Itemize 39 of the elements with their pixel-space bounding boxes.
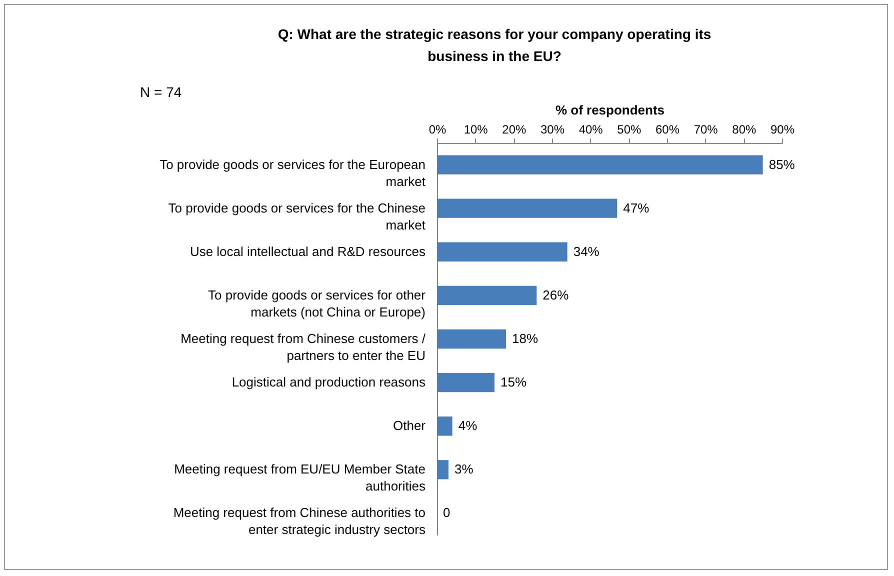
x-axis-title: % of respondents bbox=[555, 102, 665, 118]
bar bbox=[437, 416, 452, 436]
x-tick-label: 10% bbox=[464, 122, 488, 136]
data-label: 18% bbox=[512, 331, 538, 346]
y-tick-label: Meeting request from Chinese authorities to enter strategic industry sectors bbox=[173, 505, 426, 538]
y-tick-label: Logistical and production reasons bbox=[232, 374, 426, 390]
x-tick-label: 70% bbox=[694, 122, 718, 136]
y-tick-label: To provide goods or services for the European market bbox=[160, 156, 426, 189]
data-label: 4% bbox=[458, 418, 478, 434]
x-tick-label: 80% bbox=[732, 122, 756, 136]
bar bbox=[437, 329, 506, 349]
data-label: 34% bbox=[573, 244, 600, 259]
x-tick-label: 0% bbox=[428, 122, 446, 136]
data-label: 3% bbox=[454, 462, 474, 477]
bar bbox=[437, 286, 537, 306]
x-tick-label: 40% bbox=[578, 122, 604, 136]
chart-title: Q: What are the strategic reasons for your company operating its business in the EU? bbox=[278, 26, 712, 64]
x-tick-label: 30% bbox=[540, 122, 565, 136]
data-label: 26% bbox=[542, 287, 570, 302]
y-tick-label: Meeting request from Chinese customers / partners to enter the EU bbox=[180, 331, 426, 363]
bar bbox=[437, 242, 568, 262]
data-label: 15% bbox=[500, 374, 527, 390]
bar bbox=[437, 155, 763, 174]
data-label: 47% bbox=[623, 200, 650, 216]
y-tick-label: To provide goods or services for other markets (not China or Europe) bbox=[208, 287, 426, 320]
text: N = 74 bbox=[140, 84, 182, 100]
bar bbox=[437, 372, 494, 392]
y-tick-label: To provide goods or services for the Chinese market bbox=[168, 200, 426, 232]
x-tick-label: 20% bbox=[502, 122, 526, 136]
data-label: 0 bbox=[443, 505, 450, 520]
y-tick-label: Meeting request from EU/EU Member State authorities bbox=[174, 462, 426, 494]
y-tick-label: Other bbox=[392, 418, 426, 434]
bar bbox=[437, 460, 448, 480]
x-tick-label: 60% bbox=[655, 122, 680, 136]
x-tick-label: 90% bbox=[770, 122, 795, 136]
x-tick-label: 50% bbox=[617, 122, 642, 136]
bar bbox=[437, 198, 618, 218]
y-tick-label: Use local intellectual and R&D resources bbox=[190, 244, 426, 259]
data-label: 85% bbox=[768, 156, 796, 172]
